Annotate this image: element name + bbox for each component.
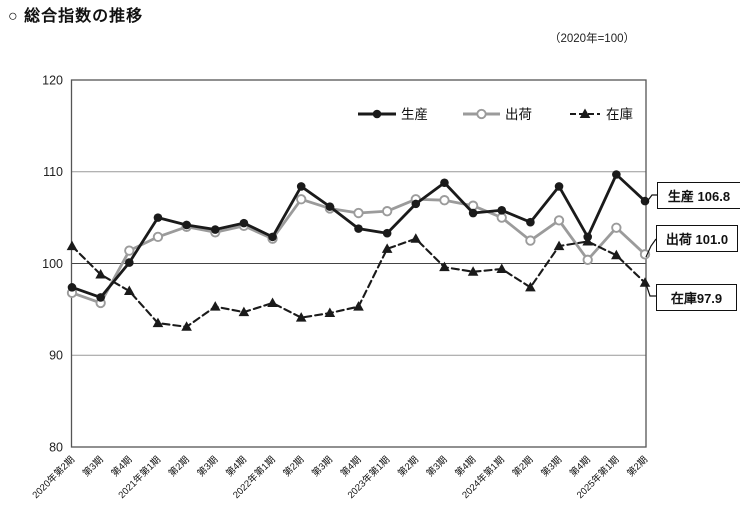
marker-filled-circle: [583, 232, 592, 242]
marker-filled-circle: [497, 205, 507, 215]
x-tick-label: 第4期: [109, 454, 135, 480]
x-tick-label: 第4期: [338, 454, 364, 480]
marker-open-circle: [124, 245, 135, 256]
marker-triangle: [553, 240, 565, 251]
marker-open-circle: [525, 235, 536, 246]
x-tick-label: 第2期: [166, 454, 192, 480]
marker-filled-circle: [411, 199, 421, 209]
y-tick-label: 120: [42, 73, 63, 87]
legend-label-出荷: 出荷: [505, 107, 532, 122]
page-title: ○ 総合指数の推移: [8, 8, 144, 25]
y-tick-label: 80: [49, 440, 63, 454]
marker-open-circle: [476, 108, 487, 120]
x-tick-label: 第4期: [453, 454, 479, 480]
marker-open-circle: [496, 212, 507, 223]
marker-triangle: [152, 317, 164, 328]
x-tick-label: 第4期: [567, 454, 593, 480]
marker-triangle: [66, 240, 78, 251]
marker-filled-circle: [325, 202, 335, 211]
marker-triangle: [95, 269, 106, 279]
x-tick-label: 第3期: [195, 454, 221, 480]
marker-filled-circle: [372, 109, 382, 119]
marker-triangle: [579, 108, 591, 118]
marker-filled-circle: [268, 232, 277, 242]
x-tick-label: 第2期: [624, 454, 650, 480]
y-tick-label: 90: [49, 349, 63, 363]
marker-filled-circle: [182, 220, 191, 230]
y-tick-label: 110: [43, 165, 63, 179]
plot-border: [70, 79, 647, 448]
x-tick-label: 第3期: [309, 454, 335, 480]
x-tick-label: 第3期: [424, 454, 450, 480]
marker-open-circle: [611, 222, 622, 233]
marker-filled-circle: [67, 283, 77, 292]
marker-filled-circle: [468, 208, 478, 218]
x-tick-label: 2020年第2期: [30, 454, 77, 501]
marker-open-circle: [296, 194, 307, 205]
marker-open-circle: [639, 249, 651, 260]
marker-triangle: [181, 321, 192, 331]
marker-open-circle: [553, 215, 565, 226]
annotation-leader-line: [645, 283, 656, 297]
x-tick-label: 第4期: [223, 454, 249, 480]
marker-triangle: [381, 243, 393, 253]
marker-filled-circle: [296, 182, 306, 191]
marker-triangle: [353, 301, 364, 311]
legend-label-生産: 生産: [401, 107, 428, 122]
marker-open-circle: [439, 195, 450, 206]
x-tick-label: 第2期: [510, 454, 536, 480]
marker-open-circle: [353, 207, 364, 219]
annotation-seisan: 生産 106.8: [657, 182, 740, 209]
marker-filled-circle: [210, 225, 220, 234]
legend-label-在庫: 在庫: [606, 107, 633, 122]
marker-filled-circle: [96, 293, 105, 302]
marker-filled-circle: [640, 196, 650, 206]
marker-triangle: [324, 307, 336, 318]
annotation-shukka: 出荷 101.0: [656, 225, 738, 252]
marker-filled-circle: [354, 224, 363, 233]
marker-triangle: [496, 263, 508, 274]
annotation-leader-line: [645, 194, 657, 204]
marker-triangle: [525, 281, 536, 292]
x-tick-label: 第3期: [539, 454, 565, 480]
marker-triangle: [639, 277, 651, 287]
marker-open-circle: [152, 231, 164, 243]
marker-filled-circle: [239, 218, 249, 228]
x-tick-label: 第3期: [80, 454, 106, 480]
marker-filled-circle: [125, 258, 134, 267]
marker-triangle: [439, 261, 450, 272]
marker-filled-circle: [554, 182, 564, 191]
marker-triangle: [611, 249, 622, 260]
marker-triangle: [410, 233, 422, 243]
marker-triangle: [124, 285, 135, 296]
marker-triangle: [467, 266, 479, 276]
marker-filled-circle: [612, 170, 621, 179]
marker-open-circle: [582, 254, 593, 265]
marker-triangle: [238, 306, 250, 317]
marker-triangle: [267, 297, 278, 307]
marker-filled-circle: [526, 217, 535, 227]
marker-filled-circle: [440, 178, 449, 188]
marker-triangle: [209, 301, 221, 311]
index-base-note: （2020年=100）: [549, 33, 635, 45]
annotation-zaiko: 在庫97.9: [656, 284, 737, 311]
marker-triangle: [295, 312, 307, 322]
annotation-leader-line: [645, 238, 657, 258]
series-line-在庫: [70, 237, 647, 328]
marker-filled-circle: [382, 228, 392, 238]
x-tick-label: 第2期: [395, 454, 421, 480]
marker-filled-circle: [153, 213, 163, 222]
marker-open-circle: [381, 206, 393, 217]
x-tick-label: 第2期: [281, 454, 307, 480]
y-tick-label: 100: [42, 257, 63, 271]
